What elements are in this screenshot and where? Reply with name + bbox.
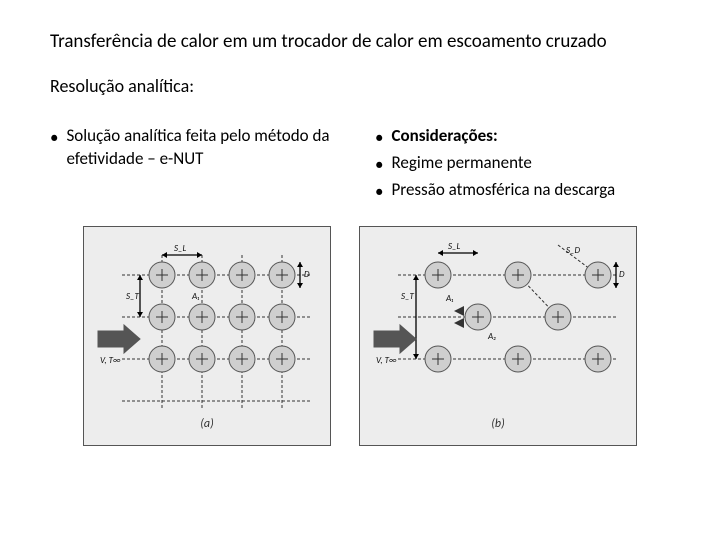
figure-panel-b: S_L S_D D S_T A₁ A₂ V, T∞ (b): [359, 226, 637, 446]
right-column: • Considerações: • Regime permanente • P…: [375, 125, 670, 206]
figure-panel-a: S_L D S_T A₁ V, T∞ (a): [83, 226, 331, 446]
list-item: • Pressão atmosférica na descarga: [375, 179, 670, 204]
tube-bank-staggered: S_L S_D D S_T A₁ A₂ V, T∞: [368, 235, 628, 415]
label-SL: S_L: [174, 243, 187, 254]
label-flow: V, T∞: [100, 355, 121, 366]
label-A2: A₂: [487, 331, 496, 342]
two-column-bullets: • Solução analítica feita pelo método da…: [50, 125, 670, 206]
list-item: • Solução analítica feita pelo método da…: [50, 125, 345, 171]
label-flow: V, T∞: [376, 355, 397, 366]
label-ST: S_T: [126, 291, 140, 302]
bullet-text: Pressão atmosférica na descarga: [391, 179, 615, 202]
bullet-text: Considerações:: [391, 125, 497, 148]
bullet-icon: •: [375, 152, 383, 177]
list-item: • Regime permanente: [375, 152, 670, 177]
label-D: D: [304, 269, 310, 280]
panel-b-caption: (b): [368, 417, 628, 431]
left-column: • Solução analítica feita pelo método da…: [50, 125, 345, 206]
tube-bank-aligned: S_L D S_T A₁ V, T∞: [92, 235, 322, 415]
bullet-icon: •: [50, 125, 58, 150]
subtitle: Resolução analítica:: [50, 75, 670, 97]
label-ST: S_T: [401, 291, 415, 302]
bullet-icon: •: [375, 179, 383, 204]
bullet-icon: •: [375, 125, 383, 150]
label-SD: S_D: [566, 245, 581, 256]
list-item: • Considerações:: [375, 125, 670, 150]
bullet-text: Solução analítica feita pelo método da e…: [66, 125, 345, 171]
label-A1: A₁: [191, 291, 199, 302]
figure-area: S_L D S_T A₁ V, T∞ (a): [50, 226, 670, 446]
page-title: Transferência de calor em um trocador de…: [50, 30, 670, 53]
label-D: D: [619, 269, 625, 280]
bullet-text: Regime permanente: [391, 152, 531, 175]
label-A1: A₁: [445, 293, 453, 304]
label-SL: S_L: [448, 241, 461, 252]
panel-a-caption: (a): [92, 417, 322, 431]
